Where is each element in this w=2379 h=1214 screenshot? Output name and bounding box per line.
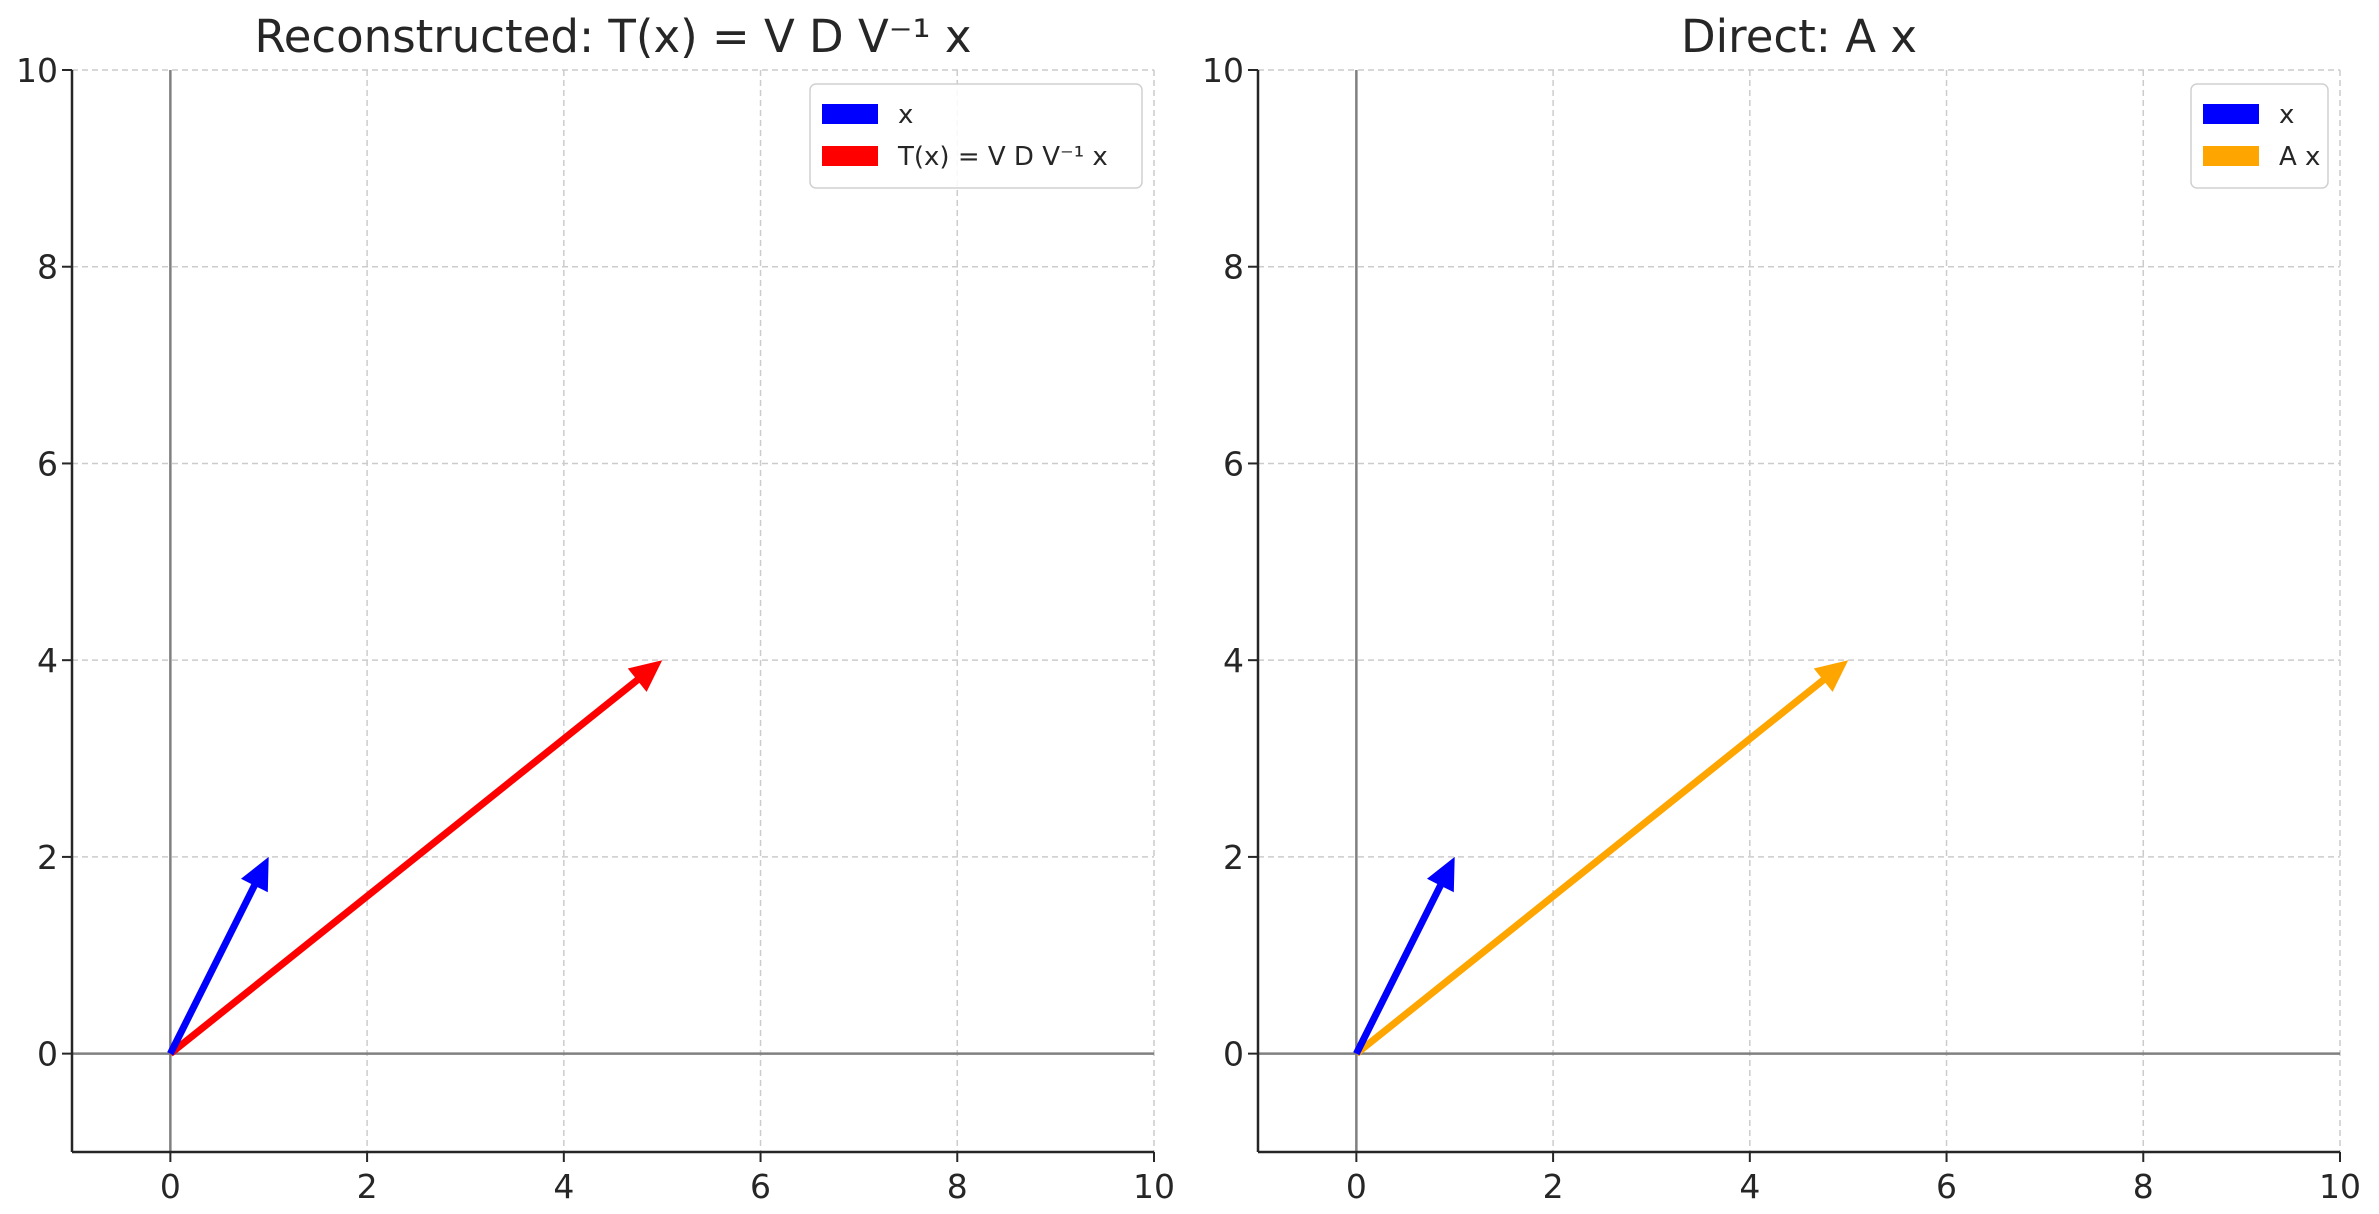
x-tick-label: 0 bbox=[160, 1167, 181, 1206]
x-tick-label: 6 bbox=[1936, 1167, 1957, 1206]
x-tick-label: 10 bbox=[2319, 1167, 2361, 1206]
left-chart-panel: 0 2 4 6 8 10 0 2 4 6 8 10 Reconstructed: T(x) = V D … bbox=[16, 10, 1175, 1206]
vector-arrow bbox=[1353, 856, 1455, 1056]
y-tick-label: 8 bbox=[1223, 248, 1244, 287]
legend-swatch bbox=[822, 146, 878, 166]
y-tick-label: 0 bbox=[37, 1035, 58, 1074]
y-tick-label: 10 bbox=[1202, 51, 1244, 90]
y-tick-label: 6 bbox=[37, 444, 58, 483]
x-tick-label: 8 bbox=[947, 1167, 968, 1206]
y-tick-label: 8 bbox=[37, 248, 58, 287]
y-tick-label: 0 bbox=[1223, 1035, 1244, 1074]
chart-title: Reconstructed: T(x) = V D V⁻¹ x bbox=[254, 10, 971, 63]
x-tick-label: 4 bbox=[553, 1167, 574, 1206]
legend-label: x bbox=[2279, 100, 2294, 130]
x-tick-label: 2 bbox=[1543, 1167, 1564, 1206]
legend-box bbox=[2190, 83, 2329, 189]
x-tick-label: 0 bbox=[1346, 1167, 1367, 1206]
x-tick-label: 6 bbox=[750, 1167, 771, 1206]
legend-swatch bbox=[2203, 104, 2259, 124]
y-tick-label: 2 bbox=[37, 838, 58, 877]
vector-arrow bbox=[1354, 660, 1849, 1057]
legend-label: x bbox=[898, 100, 913, 130]
legend-swatch bbox=[822, 104, 878, 124]
x-tick-label: 2 bbox=[357, 1167, 378, 1206]
vector-arrow bbox=[167, 856, 269, 1056]
chart-title: Direct: A x bbox=[1681, 10, 1917, 63]
y-tick-label: 10 bbox=[16, 51, 58, 90]
y-tick-label: 6 bbox=[1223, 444, 1244, 483]
y-tick-label: 4 bbox=[37, 641, 58, 680]
y-tick-label: 2 bbox=[1223, 838, 1244, 877]
x-tick-label: 10 bbox=[1133, 1167, 1175, 1206]
legend-label: A x bbox=[2279, 142, 2320, 172]
vector-arrow bbox=[168, 660, 663, 1057]
y-tick-label: 4 bbox=[1223, 641, 1244, 680]
legend-box bbox=[809, 83, 1143, 189]
x-tick-label: 4 bbox=[1739, 1167, 1760, 1206]
x-tick-label: 8 bbox=[2133, 1167, 2154, 1206]
right-chart-panel: 0 2 4 6 8 10 0 2 4 6 8 10 Direct: A x x A x bbox=[1202, 10, 2361, 1206]
legend-label: T(x) = V D V⁻¹ x bbox=[897, 142, 1108, 172]
legend-swatch bbox=[2203, 146, 2259, 166]
